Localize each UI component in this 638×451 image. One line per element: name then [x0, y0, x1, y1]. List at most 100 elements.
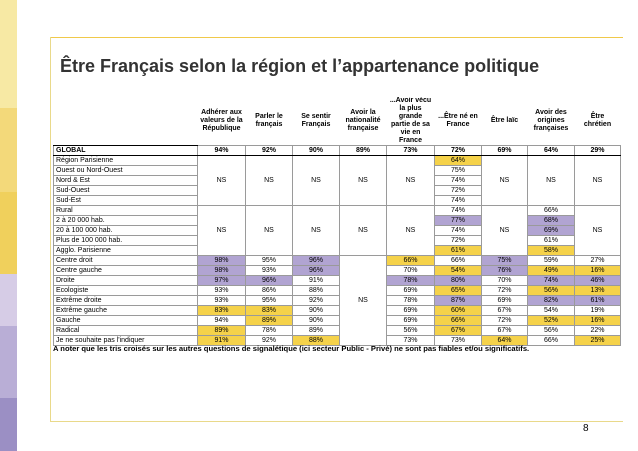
- table-cell: 69%: [386, 315, 435, 326]
- frame-top-line: [50, 37, 623, 38]
- table-cell: 59%: [527, 255, 575, 266]
- table-cell: 58%: [527, 245, 575, 256]
- header-cell: Parler le français: [245, 97, 293, 146]
- row-label: Sud-Ouest: [53, 185, 198, 196]
- table-cell: 94%: [197, 315, 246, 326]
- header-cell: Adhérer aux valeurs de la République: [197, 97, 246, 146]
- left-color-band: [0, 192, 17, 274]
- table-cell: 78%: [245, 325, 293, 336]
- left-color-band: [0, 274, 17, 326]
- table-cell: 76%: [481, 265, 528, 276]
- table-header-row: Adhérer aux valeurs de la République Par…: [53, 97, 621, 146]
- table-cell-ns: NS: [574, 205, 621, 256]
- page-number: 8: [583, 423, 589, 434]
- table-cell: 90%: [292, 305, 340, 316]
- table-cell: 74%: [434, 205, 482, 216]
- table-cell: 68%: [527, 215, 575, 226]
- table-cell: 66%: [434, 255, 482, 266]
- table-cell: 74%: [527, 275, 575, 286]
- table-cell: 94%: [197, 145, 246, 156]
- header-cell: Se sentir Français: [292, 97, 340, 146]
- table-cell: 97%: [197, 275, 246, 286]
- table-cell: 69%: [386, 305, 435, 316]
- table-cell: 67%: [481, 305, 528, 316]
- table-cell: 74%: [434, 195, 482, 206]
- table-cell: 72%: [481, 285, 528, 296]
- table-cell: 74%: [434, 225, 482, 236]
- table-cell-ns: NS: [386, 205, 435, 256]
- table-row: Centre droit 98% 95% 96% NS 66% 66% 75% …: [53, 255, 621, 346]
- table-cell: 54%: [527, 305, 575, 316]
- row-label: Gauche: [53, 315, 198, 326]
- table-row: Droite 97% 96% 91% 78% 80% 70% 74% 46%: [53, 275, 621, 286]
- frame-left-line: [50, 37, 51, 422]
- table-cell: 65%: [434, 285, 482, 296]
- table-cell: 69%: [481, 145, 528, 156]
- table-cell: 66%: [527, 335, 575, 346]
- table-cell-ns: NS: [245, 155, 293, 206]
- table-cell: 90%: [292, 315, 340, 326]
- table-row: Rural NS NS NS NS NS 74% NS 66% NS: [53, 205, 621, 256]
- table-cell: 88%: [292, 335, 340, 346]
- table-row: Je ne souhaite pas l'indiquer 91% 92% 88…: [53, 335, 621, 346]
- header-cell: Avoir des origines françaises: [527, 97, 575, 146]
- header-cell: ...Avoir vécu la plus grande partie de s…: [386, 97, 435, 146]
- table-row-global: GLOBAL 94% 92% 90% 89% 73% 72% 69% 64% 2…: [53, 145, 621, 156]
- table-cell: 64%: [434, 155, 482, 166]
- table-cell-ns: NS: [574, 155, 621, 206]
- table-row: Extrême gauche 83% 83% 90% 69% 60% 67% 5…: [53, 305, 621, 316]
- table-cell: 69%: [527, 225, 575, 236]
- table-cell: 56%: [527, 285, 575, 296]
- table-cell: 83%: [197, 305, 246, 316]
- table-cell: 96%: [292, 255, 340, 266]
- table-cell: 72%: [434, 145, 482, 156]
- row-label: Extrême gauche: [53, 305, 198, 316]
- row-label: Centre droit: [53, 255, 198, 266]
- row-label: Agglo. Parisienne: [53, 245, 198, 256]
- table-cell: 52%: [527, 315, 575, 326]
- row-label: Région Parisienne: [53, 155, 198, 166]
- table-cell: 93%: [197, 295, 246, 306]
- table-cell: 98%: [197, 265, 246, 276]
- table-cell: 89%: [292, 325, 340, 336]
- table-cell-ns: NS: [481, 205, 528, 256]
- left-color-band: [0, 0, 17, 108]
- table-cell: 67%: [434, 325, 482, 336]
- table-cell: 88%: [292, 285, 340, 296]
- row-label: Ouest ou Nord-Ouest: [53, 165, 198, 176]
- table-cell-ns: NS: [527, 155, 575, 206]
- left-color-band: [0, 108, 17, 192]
- table-cell: 66%: [386, 255, 435, 266]
- table-cell: 89%: [245, 315, 293, 326]
- row-label: Centre gauche: [53, 265, 198, 276]
- table-cell-ns: NS: [339, 205, 387, 256]
- table-cell-ns: NS: [386, 155, 435, 206]
- row-label: Plus de 100 000 hab.: [53, 235, 198, 246]
- row-label: 2 à 20 000 hab.: [53, 215, 198, 226]
- row-label: 20 à 100 000 hab.: [53, 225, 198, 236]
- row-label: Sud-Est: [53, 195, 198, 206]
- header-cell: ...Être né en France: [434, 97, 482, 146]
- table-row: Radical 89% 78% 89% 56% 67% 67% 56% 22%: [53, 325, 621, 336]
- table-cell: 93%: [245, 265, 293, 276]
- table-cell-ns: NS: [197, 205, 246, 256]
- table-cell: 75%: [434, 165, 482, 176]
- table-cell: 54%: [434, 265, 482, 276]
- table-cell: 96%: [292, 265, 340, 276]
- table-cell: 83%: [245, 305, 293, 316]
- table-cell: 61%: [527, 235, 575, 246]
- table-cell: 66%: [527, 205, 575, 216]
- table-cell: 46%: [574, 275, 621, 286]
- table-cell: 92%: [245, 145, 293, 156]
- table-cell: 72%: [434, 185, 482, 196]
- table-cell: 95%: [245, 295, 293, 306]
- table-cell: 73%: [386, 145, 435, 156]
- table-cell: 66%: [434, 315, 482, 326]
- table-cell: 87%: [434, 295, 482, 306]
- frame-bottom-line: [50, 421, 623, 422]
- left-color-band: [0, 326, 17, 398]
- table-cell: 92%: [292, 295, 340, 306]
- table-cell: 86%: [245, 285, 293, 296]
- table-cell: 64%: [527, 145, 575, 156]
- table-cell: 61%: [434, 245, 482, 256]
